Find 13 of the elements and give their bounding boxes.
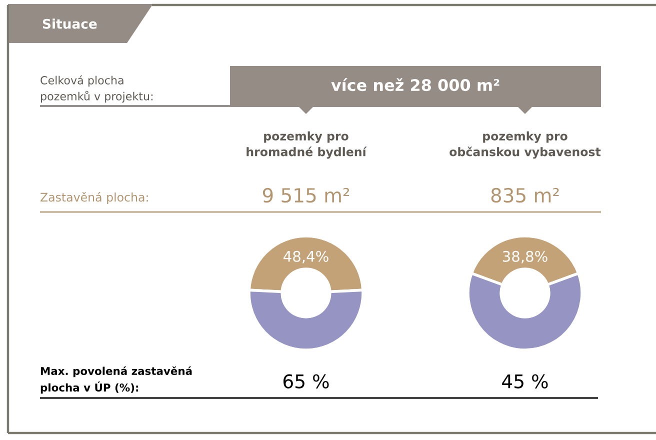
text: 45 % — [502, 374, 548, 388]
text: Situace — [42, 18, 97, 29]
text: 835 m² — [491, 188, 559, 203]
text: Zastavěná plocha: — [40, 192, 148, 204]
chart-title: pozemky pro občanskou vybavenost — [450, 131, 601, 159]
text: více než 28 000 m² — [331, 78, 500, 92]
text: Celková plocha pozemků v projektu: — [40, 75, 152, 103]
data-label: 48,4% — [284, 250, 328, 264]
chart-title: pozemky pro hromadné bydlení — [246, 131, 367, 159]
text: 9 515 m² — [262, 188, 350, 203]
text: 65 % — [283, 374, 329, 388]
text: Max. povolená zastavěná plocha v ÚP (%): — [40, 366, 192, 394]
data-label: 38,8% — [502, 250, 548, 264]
